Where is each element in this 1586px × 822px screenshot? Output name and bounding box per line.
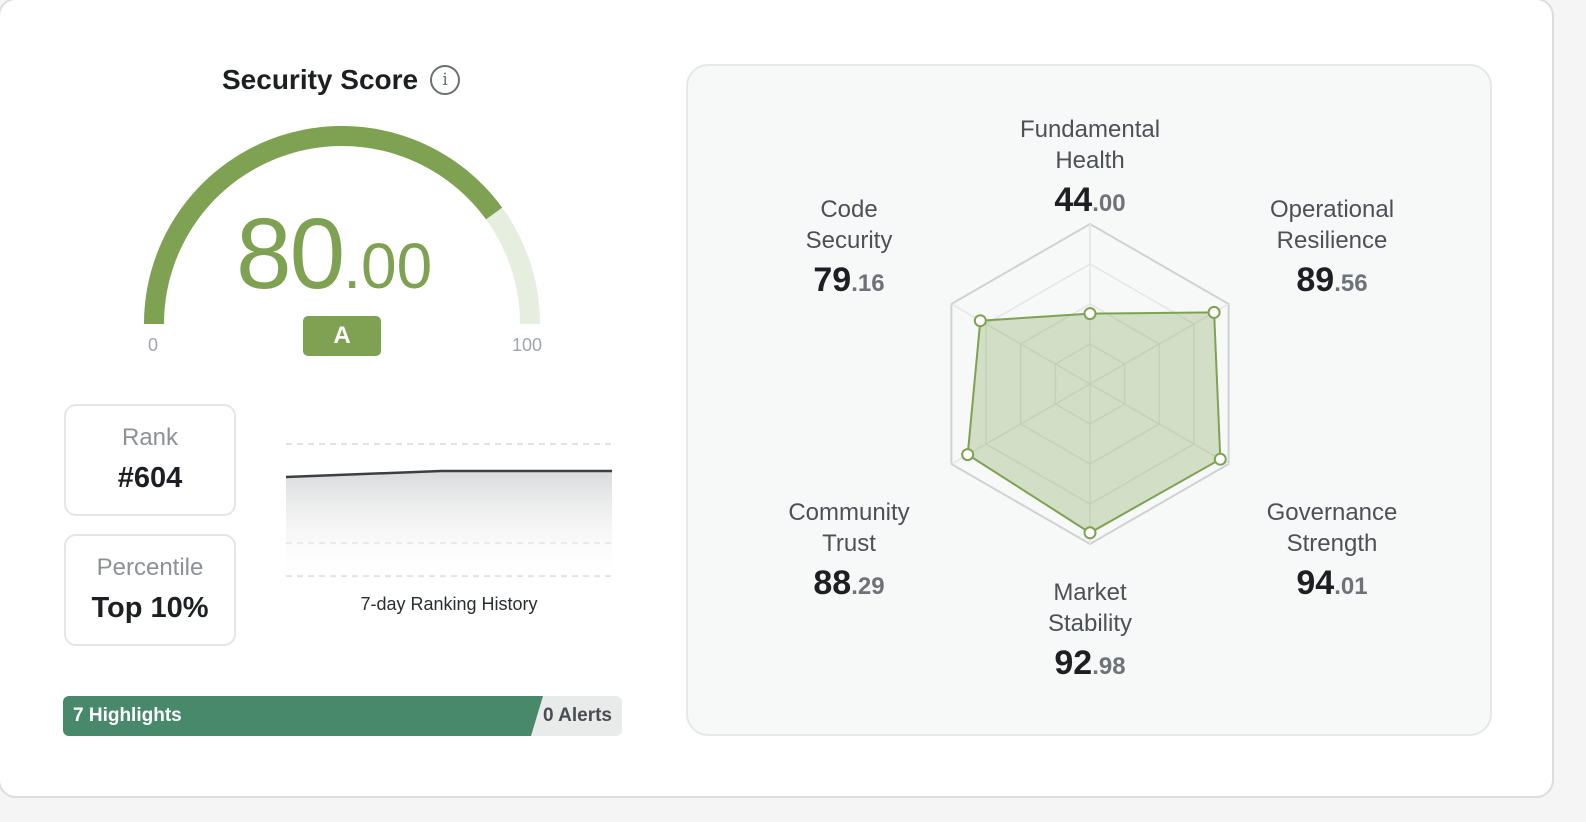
- radar-axis-score: 79.16: [729, 258, 969, 302]
- radar-axis-score-integer: 88: [813, 564, 852, 603]
- radar-axis-score: 44.00: [970, 178, 1210, 222]
- alerts-segment[interactable]: 0 Alerts: [543, 705, 612, 726]
- security-score-title: Security Score i: [222, 64, 461, 96]
- radar-axis-score: 94.01: [1212, 561, 1452, 605]
- radar-axis-label: Fundamental Health 44.00: [970, 114, 1210, 223]
- title-text: Security Score: [222, 64, 419, 95]
- radar-axis-name: Code Security: [805, 196, 893, 255]
- radar-data-point: [1207, 305, 1221, 319]
- radar-spoke: [1089, 383, 1229, 465]
- radar-axis-label: Community Trust 88.29: [729, 497, 969, 606]
- rank-label: Rank: [121, 424, 179, 451]
- radar-axis-name: Market Stability: [1047, 579, 1133, 638]
- radar-spoke: [1089, 303, 1229, 385]
- radar-axis-score-integer: 44: [1054, 181, 1093, 220]
- history-line: [286, 469, 612, 479]
- gauge-min-label: 0: [148, 335, 159, 355]
- score-gauge: [144, 126, 540, 325]
- percentile-label: Percentile: [96, 554, 204, 581]
- radar-axis-score: 92.98: [970, 641, 1210, 685]
- radar-data-point: [1083, 307, 1097, 321]
- radar-axis-label: Market Stability 92.98: [970, 577, 1210, 686]
- radar-axis-label: Operational Resilience 89.56: [1212, 194, 1452, 303]
- security-score-card: Security Score i 80.00 A 0 100 Rank #604…: [0, 0, 1554, 798]
- radar-data-point: [973, 314, 987, 328]
- radar-spoke: [951, 383, 1091, 465]
- radar-axis-score-integer: 94: [1296, 564, 1335, 603]
- highlights-alerts-bar: 7 Highlights 0 Alerts: [63, 696, 622, 736]
- radar-axis-score-integer: 89: [1296, 261, 1335, 300]
- radar-axis-score-decimal: .16: [851, 270, 885, 298]
- radar-axis-score: 89.56: [1212, 258, 1452, 302]
- radar-axis-score-decimal: .29: [851, 573, 885, 601]
- history-area: [286, 471, 612, 576]
- radar-axis-score-decimal: .00: [1092, 190, 1126, 218]
- radar-axis-score-decimal: .98: [1092, 653, 1126, 681]
- radar-axis-label: Governance Strength 94.01: [1212, 497, 1452, 606]
- radar-axis-score-integer: 79: [813, 261, 852, 300]
- radar-chart: [950, 222, 1230, 546]
- radar-data-point: [1083, 526, 1097, 540]
- radar-axis-score-decimal: .56: [1334, 270, 1368, 298]
- radar-axis-score: 88.29: [729, 561, 969, 605]
- rank-value: #604: [117, 462, 183, 494]
- radar-panel: Fundamental Health 44.00 Operational Resil…: [686, 64, 1492, 736]
- score-integer: 80: [236, 198, 345, 310]
- radar-axis-name: Operational Resilience: [1269, 196, 1395, 255]
- radar-spoke: [951, 303, 1091, 385]
- ranking-history-chart: [286, 443, 612, 577]
- percentile-box: Percentile Top 10%: [64, 534, 236, 646]
- radar-axis-label: Code Security 79.16: [729, 194, 969, 303]
- radar-data-area: [966, 311, 1222, 534]
- score-value: 80.00: [236, 204, 432, 314]
- radar-axis-name: Governance Strength: [1266, 499, 1398, 558]
- gauge-fill: [144, 126, 503, 325]
- radar-data-point: [961, 448, 975, 462]
- grade-badge: A: [303, 316, 381, 356]
- radar-axis-score-decimal: .01: [1334, 573, 1368, 601]
- highlights-segment[interactable]: 7 Highlights: [63, 696, 543, 736]
- percentile-value: Top 10%: [91, 592, 209, 624]
- radar-axis-score-integer: 92: [1054, 644, 1093, 683]
- info-circle-icon[interactable]: i: [430, 65, 461, 95]
- history-label: 7-day Ranking History: [360, 594, 538, 614]
- score-decimal: .00: [343, 230, 433, 302]
- radar-data-point: [1213, 452, 1227, 466]
- gauge-max-label: 100: [512, 335, 543, 355]
- radar-axis-name: Community Trust: [788, 499, 910, 558]
- rank-box: Rank #604: [64, 404, 236, 516]
- radar-axis-name: Fundamental Health: [1019, 116, 1161, 175]
